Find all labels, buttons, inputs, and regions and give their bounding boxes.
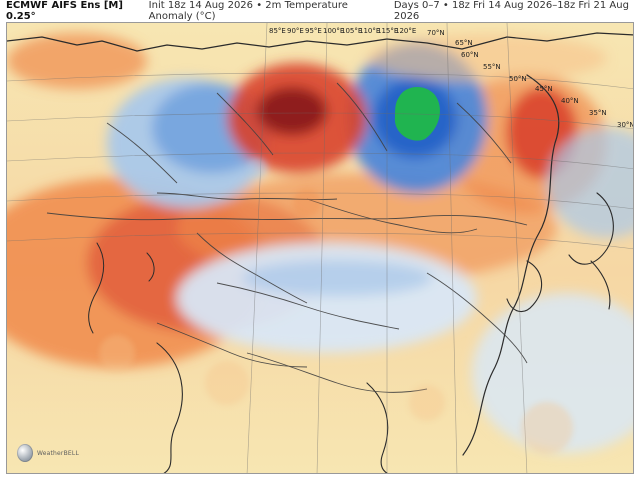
logo: WeatherBELL [17,441,79,465]
lat-label-60: 60°N [461,51,479,59]
lon-label-105: 105°E [341,27,362,35]
anomaly-fields [7,33,633,453]
lon-label-90: 90°E [287,27,304,35]
lat-label-30: 30°N [617,121,634,129]
lat-label-40: 40°N [561,97,579,105]
lon-label-100: 100°E [323,27,344,35]
model-title: ECMWF AIFS Ens [M] 0.25° [6,0,123,22]
init-and-variable: Init 18z 14 Aug 2026 • 2m Temperature An… [148,0,348,22]
latitude-labels: 70°N 65°N 60°N 55°N 50°N 45°N 40°N 35°N … [427,29,634,129]
graticule [7,23,633,473]
extreme-cold-core [394,86,440,141]
lat-label-70: 70°N [427,29,445,37]
lon-label-115: 115°E [377,27,398,35]
map-panel: 70°N 65°N 60°N 55°N 50°N 45°N 40°N 35°N … [6,22,634,474]
lat-label-65: 65°N [455,39,473,47]
globe-icon [17,444,33,462]
lon-label-85: 85°E [269,27,286,35]
header-bar: ECMWF AIFS Ens [M] 0.25° Init 18z 14 Aug… [0,0,640,22]
lat-label-55: 55°N [483,63,501,71]
lat-label-35: 35°N [589,109,607,117]
texture-speckles [99,158,573,454]
lon-label-95: 95°E [305,27,322,35]
temperature-anomaly-map: 70°N 65°N 60°N 55°N 50°N 45°N 40°N 35°N … [7,23,634,473]
lon-label-120: 120°E [395,27,416,35]
forecast-range: Days 0–7 • 18z Fri 14 Aug 2026–18z Fri 2… [393,0,629,22]
lat-label-50: 50°N [509,75,527,83]
lat-label-45: 45°N [535,85,553,93]
longitude-labels: 85°E 90°E 95°E 100°E 105°E 110°E 115°E 1… [269,27,416,35]
lon-label-110: 110°E [359,27,380,35]
logo-text: WeatherBELL [36,449,79,457]
coastlines [7,32,633,473]
